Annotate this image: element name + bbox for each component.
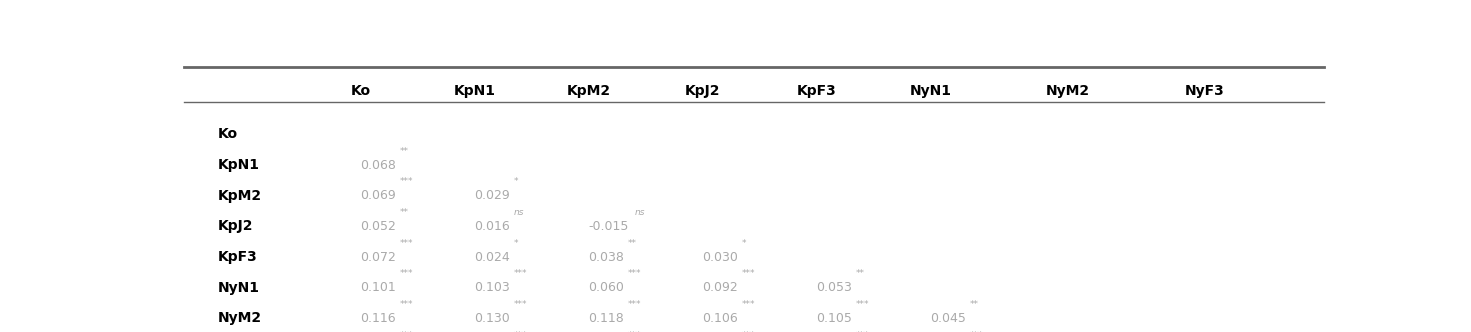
Text: 0.105: 0.105	[816, 312, 853, 325]
Text: NyN1: NyN1	[218, 281, 260, 295]
Text: 0.052: 0.052	[360, 220, 397, 233]
Text: 0.106: 0.106	[703, 312, 738, 325]
Text: 0.118: 0.118	[588, 312, 624, 325]
Text: *: *	[741, 239, 746, 248]
Text: 0.069: 0.069	[360, 189, 396, 202]
Text: ***: ***	[741, 269, 755, 278]
Text: ***: ***	[399, 269, 413, 278]
Text: ***: ***	[741, 300, 755, 309]
Text: ***: ***	[513, 269, 527, 278]
Text: 0.030: 0.030	[703, 251, 738, 264]
Text: KpJ2: KpJ2	[218, 219, 253, 233]
Text: KpJ2: KpJ2	[685, 84, 721, 98]
Text: **: **	[399, 146, 409, 156]
Text: KpF3: KpF3	[218, 250, 257, 264]
Text: 0.092: 0.092	[703, 281, 738, 294]
Text: ***: ***	[627, 331, 641, 332]
Text: 0.101: 0.101	[360, 281, 396, 294]
Text: NyN1: NyN1	[909, 84, 952, 98]
Text: ***: ***	[855, 300, 869, 309]
Text: 0.103: 0.103	[475, 281, 510, 294]
Text: KpM2: KpM2	[218, 189, 262, 203]
Text: **: **	[627, 239, 637, 248]
Text: ns: ns	[635, 208, 646, 217]
Text: ns: ns	[513, 208, 524, 217]
Text: ns: ns	[1122, 331, 1133, 332]
Text: **: **	[969, 300, 978, 309]
Text: NyM2: NyM2	[1046, 84, 1090, 98]
Text: 0.029: 0.029	[475, 189, 510, 202]
Text: ***: ***	[513, 300, 527, 309]
Text: ***: ***	[969, 331, 983, 332]
Text: NyM2: NyM2	[218, 311, 262, 325]
Text: 0.060: 0.060	[588, 281, 625, 294]
Text: 0.130: 0.130	[475, 312, 510, 325]
Text: KpN1: KpN1	[453, 84, 496, 98]
Text: *: *	[513, 239, 518, 248]
Text: ***: ***	[741, 331, 755, 332]
Text: ***: ***	[513, 331, 527, 332]
Text: KpN1: KpN1	[218, 158, 260, 172]
Text: NyF3: NyF3	[1184, 84, 1224, 98]
Text: KpF3: KpF3	[797, 84, 837, 98]
Text: **: **	[399, 208, 409, 217]
Text: 0.016: 0.016	[475, 220, 510, 233]
Text: 0.053: 0.053	[816, 281, 853, 294]
Text: -0.015: -0.015	[588, 220, 630, 233]
Text: KpM2: KpM2	[566, 84, 610, 98]
Text: ***: ***	[399, 331, 413, 332]
Text: ***: ***	[627, 300, 641, 309]
Text: 0.024: 0.024	[475, 251, 510, 264]
Text: 0.072: 0.072	[360, 251, 397, 264]
Text: ***: ***	[399, 239, 413, 248]
Text: ***: ***	[855, 331, 869, 332]
Text: *: *	[513, 177, 518, 186]
Text: 0.038: 0.038	[588, 251, 625, 264]
Text: ***: ***	[399, 177, 413, 186]
Text: 0.116: 0.116	[360, 312, 396, 325]
Text: ***: ***	[399, 300, 413, 309]
Text: **: **	[855, 269, 865, 278]
Text: Ko: Ko	[350, 84, 371, 98]
Text: 0.045: 0.045	[931, 312, 966, 325]
Text: ***: ***	[627, 269, 641, 278]
Text: 0.068: 0.068	[360, 159, 397, 172]
Text: Ko: Ko	[218, 127, 238, 141]
